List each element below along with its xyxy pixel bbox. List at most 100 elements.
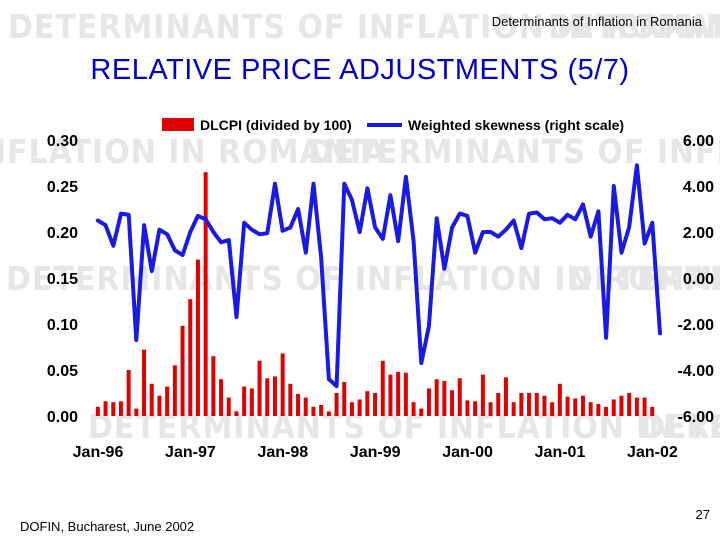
dlcpi-bar (527, 393, 532, 416)
dlcpi-bar (203, 172, 208, 416)
dlcpi-bar (211, 356, 216, 416)
dlcpi-bar (157, 395, 162, 416)
dlcpi-bar (334, 393, 339, 416)
y-left-tick-label: 0.00 (47, 409, 78, 426)
dlcpi-bar (380, 360, 385, 416)
dlcpi-bar (311, 406, 316, 416)
dlcpi-bar (419, 408, 424, 416)
dlcpi-bar (357, 399, 362, 416)
dlcpi-bar (272, 376, 277, 416)
dlcpi-bar (434, 379, 439, 416)
y-right-tick-label: 0.00 (683, 271, 714, 288)
y-left-tick-label: 0.20 (47, 225, 78, 242)
dlcpi-bar (319, 404, 324, 416)
dlcpi-bar (627, 393, 632, 416)
skewness-line (95, 163, 662, 389)
y-right-tick-label: -4.00 (678, 363, 715, 380)
x-tick-label: Jan-99 (350, 444, 401, 461)
page-title: RELATIVE PRICE ADJUSTMENTS (5/7) (90, 54, 630, 86)
footer-text: DOFIN, Bucharest, June 2002 (20, 519, 195, 534)
y-left-tick-label: 0.05 (47, 363, 78, 380)
y-right-tick-label: -6.00 (678, 409, 715, 426)
dlcpi-bar (480, 374, 485, 416)
dlcpi-bar (118, 401, 123, 416)
y-left-tick-label: 0.15 (47, 271, 78, 288)
dlcpi-bar (465, 400, 470, 416)
dlcpi-bar (503, 377, 508, 416)
dlcpi-bar (303, 397, 308, 416)
dlcpi-bar (426, 388, 431, 416)
header-subtitle: Determinants of Inflation in Romania (491, 14, 702, 29)
dlcpi-bar (149, 383, 154, 416)
dlcpi-bar (403, 372, 408, 416)
y-right-tick-label: 2.00 (683, 225, 714, 242)
legend-label-skewness: Weighted skewness (right scale) (408, 117, 624, 133)
legend-label-dlcpi: DLCPI (divided by 100) (200, 117, 352, 133)
dlcpi-bar (265, 378, 270, 416)
dlcpi-bar (242, 386, 247, 416)
dlcpi-bar (604, 406, 609, 416)
dlcpi-bar (95, 406, 100, 416)
dlcpi-bar (296, 393, 301, 416)
dlcpi-bar (126, 370, 131, 416)
dlcpi-bar (511, 402, 516, 416)
dlcpi-bar (534, 393, 539, 416)
dlcpi-bar (134, 408, 139, 416)
dlcpi-bar (596, 404, 601, 416)
dlcpi-bar (411, 402, 416, 416)
dlcpi-bar (542, 395, 547, 416)
page-number: 27 (695, 507, 710, 522)
dlcpi-bar (565, 396, 570, 416)
dlcpi-bar (496, 393, 501, 416)
dlcpi-bar (573, 398, 578, 416)
dlcpi-bar (557, 383, 562, 416)
dlcpi-bar (142, 349, 147, 416)
dlcpi-bar (103, 401, 108, 416)
x-tick-label: Jan-96 (73, 444, 124, 461)
dlcpi-bar (111, 402, 116, 416)
y-right-tick-label: 6.00 (683, 133, 714, 150)
dlcpi-bar (450, 390, 455, 416)
y-right-tick-label: -2.00 (678, 317, 715, 334)
dlcpi-bar (473, 401, 478, 416)
dlcpi-bar (326, 411, 331, 416)
dlcpi-bar (257, 360, 262, 416)
dlcpi-bar (519, 393, 524, 416)
x-tick-label: Jan-97 (165, 444, 216, 461)
dlcpi-bar (650, 406, 655, 416)
dlcpi-bar (588, 402, 593, 416)
legend-swatch-bars (162, 118, 194, 131)
dlcpi-bar (180, 325, 185, 416)
dlcpi-bar (219, 379, 224, 416)
x-tick-label: Jan-01 (535, 444, 586, 461)
x-tick-label: Jan-00 (442, 444, 493, 461)
dlcpi-bar (165, 386, 170, 416)
dlcpi-bar (388, 374, 393, 416)
dlcpi-bar (619, 395, 624, 416)
y-left-tick-label: 0.25 (47, 179, 78, 196)
dlcpi-bar (188, 299, 193, 416)
dlcpi-bar (442, 381, 447, 416)
dlcpi-bar (396, 371, 401, 416)
dlcpi-bar (249, 388, 254, 416)
y-left-tick-label: 0.30 (47, 133, 78, 150)
dlcpi-bar (288, 383, 293, 416)
dlcpi-bar (172, 365, 177, 416)
dlcpi-bar (365, 391, 370, 416)
dlcpi-bar (457, 378, 462, 416)
dlcpi-bar (226, 397, 231, 416)
dlcpi-bar (488, 402, 493, 416)
dlcpi-bar (280, 353, 285, 416)
x-tick-label: Jan-98 (257, 444, 308, 461)
dlcpi-bar (195, 259, 200, 416)
dlcpi-bar (349, 402, 354, 416)
dlcpi-bar (342, 381, 347, 416)
dlcpi-bar (373, 393, 378, 416)
x-tick-label: Jan-02 (627, 444, 678, 461)
dlcpi-bar (642, 397, 647, 416)
y-left-tick-label: 0.10 (47, 317, 78, 334)
dlcpi-bar (550, 402, 555, 416)
dlcpi-bar (234, 411, 239, 416)
dlcpi-bar (634, 397, 639, 416)
